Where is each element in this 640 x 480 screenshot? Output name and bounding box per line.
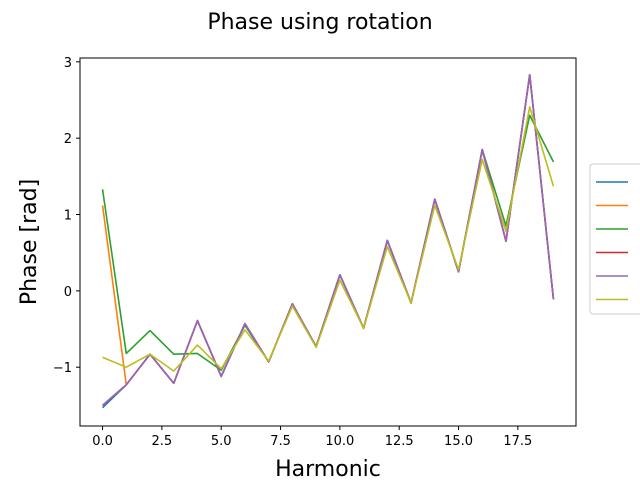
- y-axis: −1 0 1 2 3: [53, 56, 80, 376]
- y-tick-label: 2: [64, 132, 72, 147]
- x-tick-label: 5.0: [211, 434, 232, 449]
- y-tick-label: 3: [64, 56, 72, 71]
- x-tick-label: 0.0: [92, 434, 113, 449]
- legend-box: [589, 163, 640, 315]
- series-line-6: [102, 106, 555, 372]
- x-axis-label: Harmonic: [275, 457, 381, 480]
- plot-frame: [79, 57, 577, 427]
- x-tick-label: 10.0: [325, 434, 354, 449]
- x-tick-label: 15.0: [444, 434, 473, 449]
- x-tick-label: 2.5: [152, 434, 173, 449]
- y-tick-label: −1: [53, 361, 72, 376]
- chart-title: Phase using rotation: [207, 10, 432, 35]
- series-line-2: [101, 74, 555, 386]
- x-axis: 0.0 2.5 5.0 7.5 10.0 12.5 15.0 17.5: [92, 426, 532, 449]
- x-tick-label: 17.5: [503, 434, 532, 449]
- series-line-4: [102, 74, 555, 406]
- legend: [589, 163, 640, 315]
- y-axis-label: Phase [rad]: [17, 179, 42, 305]
- x-tick-label: 12.5: [385, 434, 414, 449]
- series-line-1: [101, 74, 555, 409]
- legend-items: [596, 181, 628, 301]
- y-tick-label: 0: [64, 285, 72, 300]
- y-tick-label: 1: [64, 209, 72, 224]
- series-line-5: [102, 74, 555, 406]
- x-tick-label: 7.5: [270, 434, 291, 449]
- series-line-3: [101, 114, 555, 372]
- series-layer: [101, 74, 555, 409]
